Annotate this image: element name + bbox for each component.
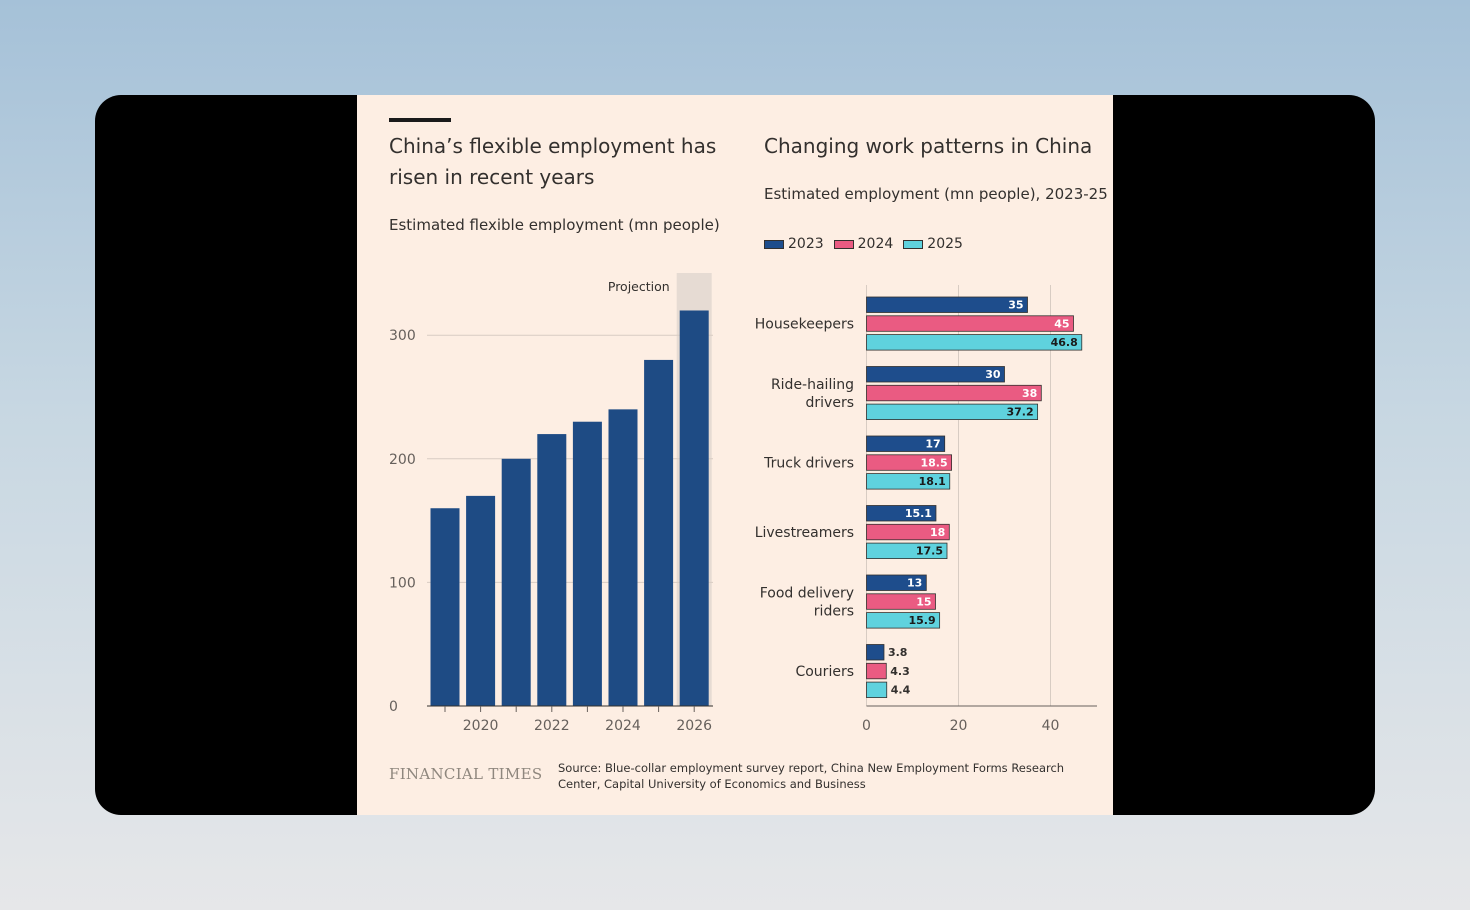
bar-2025-4 bbox=[866, 612, 941, 629]
projection-label: Projection bbox=[608, 279, 670, 294]
source-note: Source: Blue-collar employment survey re… bbox=[558, 761, 1065, 791]
legend-item-2023: 2023 bbox=[764, 236, 824, 252]
bar-2025-2 bbox=[866, 473, 951, 490]
bar-2025-0 bbox=[866, 334, 1083, 351]
ft-top-rule bbox=[389, 118, 451, 122]
y-tick-label-0: 0 bbox=[389, 699, 398, 715]
bar-2022 bbox=[537, 434, 567, 706]
bar-2024-5 bbox=[866, 662, 887, 680]
x-tick-label-2024: 2024 bbox=[605, 718, 641, 734]
x-tick-label-2026: 2026 bbox=[676, 718, 712, 734]
bar-2023-3 bbox=[866, 505, 937, 522]
bar-2023-1 bbox=[866, 366, 1005, 383]
data-label-2023-3: 15.1 bbox=[905, 507, 932, 520]
data-label-2023-2: 17 bbox=[925, 438, 940, 451]
x-tick-label-40: 40 bbox=[1042, 718, 1060, 734]
bar-2025-3 bbox=[866, 542, 948, 560]
x-tick-label-0: 0 bbox=[862, 718, 871, 734]
legend-item-2025: 2025 bbox=[903, 236, 963, 252]
chart-panel: China’s flexible employment has risen in… bbox=[357, 95, 1113, 815]
bar-2026 bbox=[679, 310, 709, 706]
legend: 2023 2024 2025 bbox=[764, 236, 963, 252]
category-label-1-0: Ride-hailing bbox=[771, 377, 854, 393]
category-label-4-0: Food delivery bbox=[760, 586, 854, 602]
x-tick-label-2022: 2022 bbox=[534, 718, 570, 734]
charts-svg: Projection 0 100 200 300 2020 2022 2024 2026 0 20 4… bbox=[389, 273, 1097, 734]
data-label-2024-5: 4.3 bbox=[890, 665, 910, 678]
category-label-4-1: riders bbox=[814, 604, 854, 620]
data-label-2025-0: 46.8 bbox=[1051, 336, 1078, 349]
y-tick-label-100: 100 bbox=[389, 575, 416, 591]
data-label-2025-5: 4.4 bbox=[891, 684, 911, 697]
bar-2023-4 bbox=[866, 574, 927, 591]
data-label-2023-4: 13 bbox=[907, 577, 922, 590]
data-label-2023-0: 35 bbox=[1008, 299, 1023, 312]
left-chart-title: China’s flexible employment has risen in… bbox=[389, 134, 717, 189]
legend-swatch-2024 bbox=[833, 239, 854, 249]
bar-2025-5 bbox=[866, 681, 888, 698]
bar-2023-5 bbox=[866, 644, 885, 661]
category-label-5-0: Couriers bbox=[795, 664, 854, 680]
bar-2019 bbox=[430, 508, 460, 706]
y-tick-label-200: 200 bbox=[389, 452, 416, 468]
category-label-1-1: drivers bbox=[806, 395, 854, 411]
bar-2020 bbox=[466, 495, 496, 706]
bar-2021 bbox=[501, 458, 531, 706]
data-label-2025-1: 37.2 bbox=[1006, 406, 1033, 419]
bar-2025 bbox=[644, 359, 674, 706]
data-label-2025-2: 18.1 bbox=[919, 475, 946, 488]
data-label-2024-1: 38 bbox=[1022, 387, 1037, 400]
data-label-2025-3: 17.5 bbox=[916, 545, 943, 558]
x-tick-label-2020: 2020 bbox=[463, 718, 499, 734]
bar-2024-0 bbox=[866, 315, 1074, 332]
left-chart-subtitle: Estimated flexible employment (mn people… bbox=[389, 216, 720, 234]
bar-2023-2 bbox=[866, 435, 946, 452]
bar-2024-4 bbox=[866, 593, 936, 610]
data-label-2024-3: 18 bbox=[930, 526, 945, 539]
bar-2024-1 bbox=[866, 384, 1042, 402]
data-label-2023-5: 3.8 bbox=[888, 646, 908, 659]
right-chart-title: Changing work patterns in China bbox=[764, 134, 1093, 158]
right-chart-subtitle: Estimated employment (mn people), 2023-2… bbox=[764, 185, 1108, 203]
legend-item-2024: 2024 bbox=[833, 236, 894, 252]
data-label-2024-4: 15 bbox=[916, 595, 931, 608]
category-label-0-0: Housekeepers bbox=[755, 317, 854, 333]
category-label-2-0: Truck drivers bbox=[763, 456, 854, 472]
bar-2025-1 bbox=[866, 403, 1039, 421]
bar-2024-3 bbox=[866, 523, 950, 541]
bar-2023-0 bbox=[866, 296, 1028, 313]
legend-label-2023: 2023 bbox=[788, 236, 824, 252]
data-label-2024-0: 45 bbox=[1054, 317, 1069, 330]
y-tick-label-300: 300 bbox=[389, 328, 416, 344]
legend-label-2025: 2025 bbox=[927, 236, 963, 252]
x-tick-label-20: 20 bbox=[950, 718, 968, 734]
ft-logo: FINANCIAL TIMES bbox=[389, 765, 543, 783]
category-label-3-0: Livestreamers bbox=[755, 525, 854, 541]
legend-swatch-2025 bbox=[903, 239, 924, 249]
image-frame: China’s flexible employment has risen in… bbox=[95, 95, 1375, 815]
data-label-2023-1: 30 bbox=[985, 368, 1001, 381]
bar-2024 bbox=[608, 409, 638, 706]
data-label-2025-4: 15.9 bbox=[908, 614, 935, 627]
bar-2023 bbox=[572, 421, 602, 706]
legend-label-2024: 2024 bbox=[857, 236, 894, 252]
bar-2024-2 bbox=[866, 454, 952, 471]
legend-swatch-2023 bbox=[764, 239, 784, 249]
data-label-2024-2: 18.5 bbox=[920, 456, 947, 469]
